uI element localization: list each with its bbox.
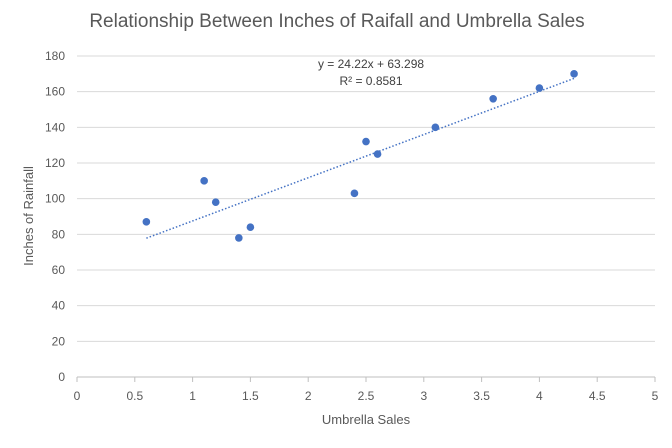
x-tick-label: 3.5 <box>473 389 490 403</box>
x-axis-title: Umbrella Sales <box>322 412 411 427</box>
axes: 0 20 40 60 80 100 120 140 160 180 0 0.5 1 1.5 2 2.5 3 3.5… <box>45 49 659 403</box>
x-tick-label: 1 <box>189 389 196 403</box>
x-tick-label: 4.5 <box>589 389 606 403</box>
y-tick-label: 0 <box>58 370 65 384</box>
data-points <box>142 70 578 242</box>
y-axis-title: Inches of Rainfall <box>21 166 36 266</box>
y-tick-label: 120 <box>45 156 65 170</box>
trendline <box>146 77 575 239</box>
scatter-point <box>235 234 243 242</box>
trendline-group <box>146 77 575 239</box>
y-tick-label: 20 <box>52 334 66 348</box>
scatter-point <box>431 123 440 132</box>
x-tick-label: 1.5 <box>242 389 259 403</box>
y-tick-label: 40 <box>52 299 66 313</box>
x-tick-label: 3 <box>420 389 427 403</box>
scatter-point <box>211 198 220 207</box>
y-tick-label: 140 <box>45 120 65 134</box>
x-tick-label: 5 <box>652 389 659 403</box>
trendline-r-squared: R² = 0.8581 <box>339 74 402 88</box>
scatter-point <box>200 177 208 185</box>
x-tick-label: 0.5 <box>126 389 143 403</box>
scatter-point <box>570 70 578 78</box>
y-tick-label: 100 <box>45 192 65 206</box>
gridlines <box>77 55 655 342</box>
y-tick-label: 160 <box>45 85 65 99</box>
scatter-point <box>142 218 151 226</box>
scatter-point <box>350 189 359 198</box>
x-tick-label: 2 <box>305 389 312 403</box>
x-tick-label: 0 <box>74 389 81 403</box>
y-tick-label: 60 <box>52 263 66 277</box>
x-tick-label: 2.5 <box>358 389 375 403</box>
y-tick-label: 80 <box>52 227 66 241</box>
scatter-point <box>373 150 382 158</box>
scatter-point <box>362 137 370 146</box>
scatter-point <box>246 223 255 231</box>
x-tick-label: 4 <box>536 389 543 403</box>
chart-title: Relationship Between Inches of Raifall a… <box>89 11 584 32</box>
scatter-point <box>489 95 497 103</box>
scatter-point <box>535 84 544 92</box>
y-tick-label: 180 <box>45 49 65 63</box>
trendline-equation: y = 24.22x + 63.298 <box>318 57 424 71</box>
